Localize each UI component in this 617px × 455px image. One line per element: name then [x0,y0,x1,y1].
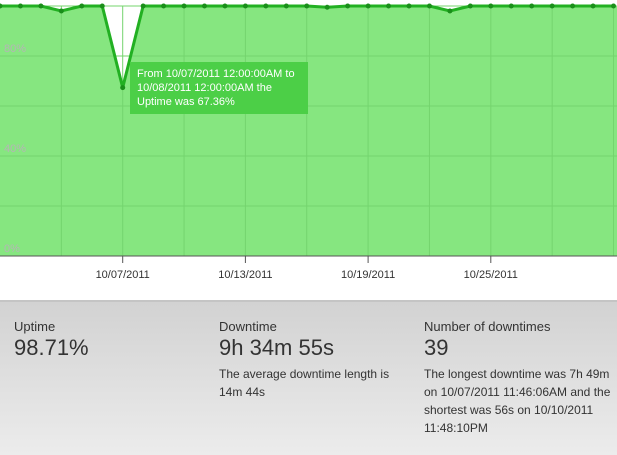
point [467,3,473,9]
point [79,3,85,9]
point [488,3,494,9]
stat-label: Uptime [14,319,56,334]
stat: Uptime 98.71% [14,319,204,361]
stat-value: 39 [424,335,449,360]
point [283,3,289,9]
stat: Number of downtimes 39 The longest downt… [424,319,614,437]
stat-value: 98.71% [14,335,89,360]
x-tick-label: 10/07/2011 [96,269,150,281]
point [304,3,310,9]
point [99,3,105,9]
point [58,8,64,14]
area [0,6,617,256]
point [324,4,330,10]
point [529,3,535,9]
point [365,3,371,9]
x-tick-label: 10/19/2011 [341,269,395,281]
point [549,3,555,9]
point [0,3,3,9]
point [242,3,248,9]
x-tick-label: 10/13/2011 [218,269,272,281]
point [508,3,514,9]
point [386,3,392,9]
point [590,3,596,9]
point [406,3,412,9]
stat-label: Number of downtimes [424,319,551,334]
point [222,3,228,9]
tooltip: From 10/07/2011 12:00:00AM to 10/08/2011… [130,62,308,114]
point [263,3,269,9]
point [202,3,207,9]
point [17,3,23,9]
point [345,3,351,9]
y-tick-label: 40% [4,143,26,155]
point [181,3,187,9]
point [38,3,44,9]
stat-note: The average downtime length is 14m 44s [219,367,390,399]
point [161,3,167,9]
point [140,3,146,9]
stat-value: 9h 34m 55s [219,335,334,360]
y-tick-label: 0% [4,243,20,255]
y-tick-label: 80% [4,43,26,55]
point [426,3,432,9]
x-tick-label: 10/25/2011 [464,269,518,281]
point [447,8,453,14]
stat-label: Downtime [219,319,277,334]
stat-note: The longest downtime was 7h 49m on 10/07… [424,367,611,435]
point [120,85,126,91]
point [611,3,616,9]
stat: Downtime 9h 34m 55s The average downtime… [219,319,409,401]
point [570,3,576,9]
stats-panel: Uptime 98.71% Downtime 9h 34m 55s The av… [0,300,617,455]
chart: 0% 40% 80% 10/07/2011 10/13/2011 10/19/2011 10… [0,3,617,281]
